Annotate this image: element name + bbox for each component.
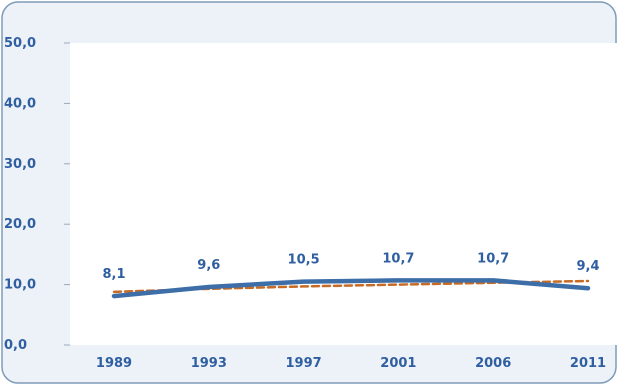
x-tick-label: 1989 xyxy=(96,356,132,371)
x-tick-label: 1993 xyxy=(191,356,227,371)
x-tick-label: 2001 xyxy=(380,356,416,371)
plot-area xyxy=(70,43,618,345)
data-label: 8,1 xyxy=(102,267,125,282)
data-labels: 8,1 9,6 10,5 10,7 10,7 9,4 xyxy=(102,251,599,282)
y-tick-label: 30,0 xyxy=(4,157,36,172)
series-line xyxy=(111,278,591,299)
x-tick-label: 2006 xyxy=(475,356,511,371)
series-layer xyxy=(111,278,591,299)
data-label: 10,7 xyxy=(382,251,414,266)
x-tick-label: 1997 xyxy=(286,356,322,371)
y-tick-label: 40,0 xyxy=(4,96,36,111)
y-tick-label: 10,0 xyxy=(4,278,36,293)
data-label: 10,5 xyxy=(288,253,320,268)
data-label: 9,6 xyxy=(197,258,220,273)
y-tick-label: 50,0 xyxy=(4,36,36,51)
y-tick-label: 20,0 xyxy=(4,217,36,232)
x-tick-label: 2011 xyxy=(570,356,606,371)
x-axis: 1989 1993 1997 2001 2006 2011 xyxy=(96,356,606,371)
data-label: 10,7 xyxy=(477,251,509,266)
y-axis: 0,0 10,0 20,0 30,0 40,0 50,0 xyxy=(4,36,70,353)
data-label: 9,4 xyxy=(576,259,599,274)
y-tick-label: 0,0 xyxy=(4,338,27,353)
